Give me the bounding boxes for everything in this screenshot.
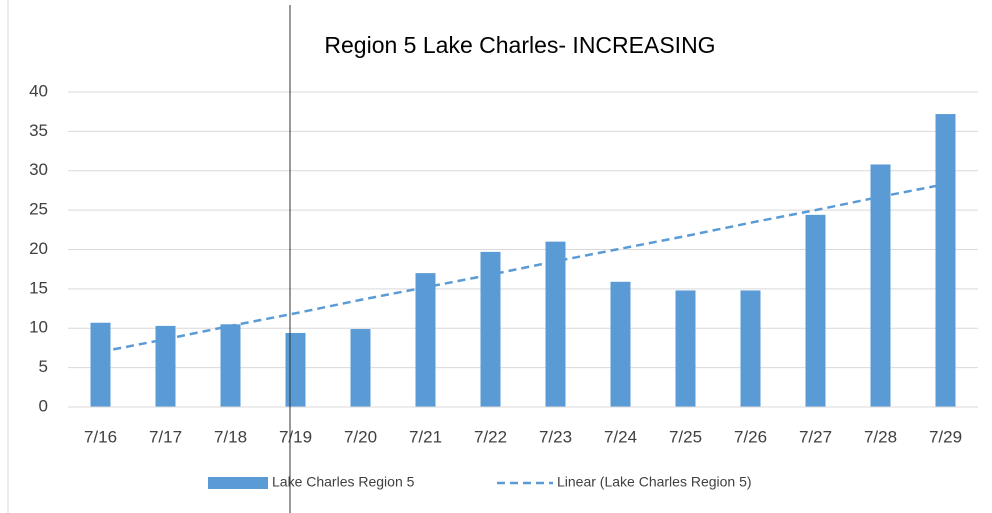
x-tick-label: 7/28: [864, 427, 897, 446]
y-tick-label: 20: [29, 239, 48, 258]
legend-label: Lake Charles Region 5: [272, 474, 415, 490]
x-tick-label: 7/26: [734, 427, 767, 446]
y-tick-label: 15: [29, 278, 48, 297]
legend-label: Linear (Lake Charles Region 5): [557, 474, 752, 490]
bar: [155, 325, 176, 407]
bar: [675, 290, 696, 407]
x-tick-label: 7/22: [474, 427, 507, 446]
bar: [350, 329, 371, 407]
x-tick-label: 7/23: [539, 427, 572, 446]
x-tick-label: 7/27: [799, 427, 832, 446]
x-tick-label: 7/19: [279, 427, 312, 446]
bar: [415, 273, 436, 407]
y-tick-label: 25: [29, 200, 48, 219]
x-tick-label: 7/25: [669, 427, 702, 446]
y-tick-label: 35: [29, 121, 48, 140]
y-tick-label: 5: [39, 357, 48, 376]
chart-title: Region 5 Lake Charles- INCREASING: [324, 32, 715, 58]
bar: [740, 290, 761, 407]
x-tick-label: 7/18: [214, 427, 247, 446]
x-tick-label: 7/24: [604, 427, 637, 446]
legend-swatch: [208, 477, 268, 489]
bar: [220, 324, 241, 407]
y-tick-label: 40: [29, 81, 48, 100]
bar: [285, 332, 306, 407]
x-tick-label: 7/17: [149, 427, 182, 446]
x-tick-label: 7/16: [84, 427, 117, 446]
y-tick-label: 30: [29, 160, 48, 179]
bar: [805, 214, 826, 407]
bar: [870, 164, 891, 407]
bar: [480, 251, 501, 407]
y-tick-label: 0: [39, 396, 48, 415]
bar: [545, 241, 566, 407]
bar: [90, 322, 111, 407]
x-tick-label: 7/20: [344, 427, 377, 446]
trend-line: [100, 182, 946, 354]
y-tick-label: 10: [29, 318, 48, 337]
bar: [935, 114, 956, 408]
bar: [610, 281, 631, 407]
x-tick-label: 7/29: [929, 427, 962, 446]
x-tick-label: 7/21: [409, 427, 442, 446]
